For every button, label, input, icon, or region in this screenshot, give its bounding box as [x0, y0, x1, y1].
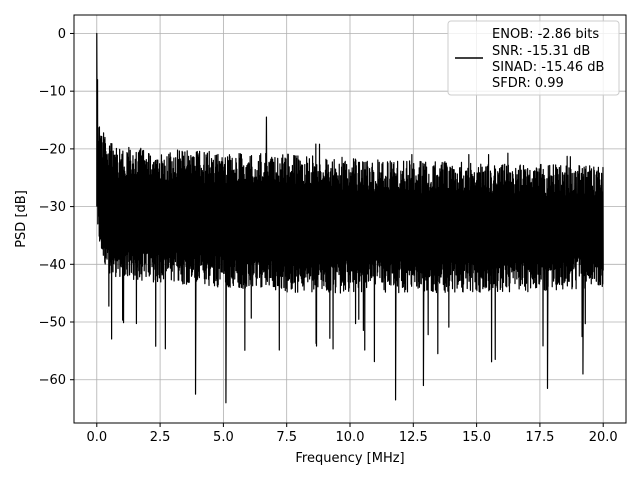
y-tick-label: −10 — [39, 85, 66, 100]
psd-trace — [96, 32, 604, 404]
y-axis-label: PSD [dB] — [14, 190, 29, 248]
x-tick-label: 17.5 — [525, 430, 554, 445]
y-tick-label: −30 — [39, 200, 66, 215]
x-tick-label: 2.5 — [150, 430, 171, 445]
legend-box — [447, 20, 620, 96]
legend-entry-sfdr: SFDR: 0.99 — [492, 76, 564, 91]
x-tick-label: 10.0 — [336, 430, 365, 445]
psd-line — [96, 32, 604, 404]
y-tick-label: −50 — [39, 316, 66, 331]
x-tick-label: 12.5 — [399, 430, 428, 445]
x-tick-label: 7.5 — [276, 430, 297, 445]
y-tick-label: 0 — [58, 27, 66, 42]
legend: ENOB: -2.86 bits SNR: -15.31 dB SINAD: -… — [447, 20, 620, 96]
y-tick-label: −40 — [39, 258, 66, 273]
y-tick-label: −20 — [39, 142, 66, 157]
x-axis-label: Frequency [MHz] — [295, 451, 404, 466]
x-tick-label: 5.0 — [213, 430, 234, 445]
x-tick-label: 15.0 — [462, 430, 491, 445]
legend-entry-sinad: SINAD: -15.46 dB — [492, 60, 604, 75]
x-axis-ticks: 0.0 2.5 5.0 7.5 10.0 12.5 15.0 17.5 20.0 — [86, 423, 618, 445]
legend-entry-enob: ENOB: -2.86 bits — [492, 27, 599, 42]
y-axis-ticks: 0 −10 −20 −30 −40 −50 −60 — [39, 27, 74, 388]
y-tick-label: −60 — [39, 373, 66, 388]
x-tick-label: 0.0 — [86, 430, 107, 445]
legend-entry-snr: SNR: -15.31 dB — [492, 44, 590, 59]
x-tick-label: 20.0 — [589, 430, 618, 445]
